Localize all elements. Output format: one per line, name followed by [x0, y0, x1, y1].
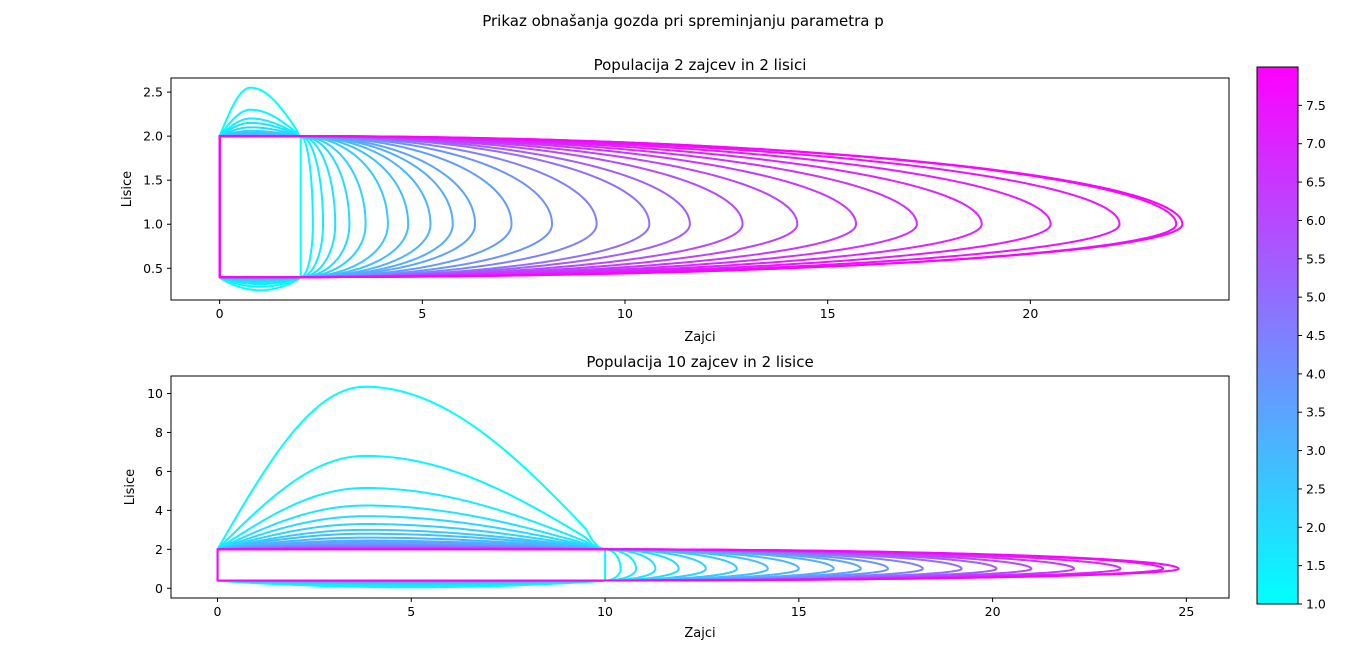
orbit-curve — [218, 135, 454, 279]
orbit-curve — [218, 135, 1184, 279]
colorbar-tick-label: 1.0 — [1306, 597, 1326, 612]
colorbar-tick-label: 5.0 — [1306, 290, 1326, 305]
y-axis-label-bottom: Lisice — [123, 469, 138, 505]
y-tick-label-top: 1.5 — [143, 173, 163, 188]
orbit-curve — [218, 108, 314, 288]
y-tick-label-top: 2.0 — [143, 129, 163, 144]
y-tick-label-bottom: 8 — [155, 425, 163, 440]
x-tick-label-top: 20 — [1022, 306, 1038, 321]
colorbar-tick-label: 6.5 — [1306, 175, 1326, 190]
x-tick-label-bottom: 0 — [214, 604, 222, 619]
x-tick-label-bottom: 20 — [985, 604, 1001, 619]
orbit-curve — [216, 385, 607, 589]
colorbar-tick-label: 5.5 — [1306, 251, 1326, 266]
orbit-curve — [218, 126, 351, 282]
plot-frame-bottom — [170, 375, 1230, 599]
y-tick-label-bottom: 0 — [155, 581, 163, 596]
colorbar-tick-label: 4.5 — [1306, 328, 1326, 343]
colorbar-tick-label: 1.5 — [1306, 558, 1326, 573]
x-tick-label-bottom: 15 — [791, 604, 807, 619]
curves-bottom — [216, 385, 1180, 589]
colorbar-tick-label: 4.0 — [1306, 366, 1326, 381]
x-tick-label-top: 15 — [820, 306, 836, 321]
orbit-curve — [218, 117, 325, 286]
orbit-curve — [218, 121, 337, 284]
orbit-curve — [218, 135, 513, 279]
colorbar-tick-label: 7.0 — [1306, 136, 1326, 151]
chart-panel-bottom: Populacija 10 zajcev in 2 lisice 0 5 10 15 2… — [123, 353, 1230, 641]
y-tick-label-top: 2.5 — [143, 85, 163, 100]
orbit-curve — [216, 548, 1180, 582]
x-tick-label-bottom: 10 — [597, 604, 613, 619]
axis-ticks-top: 0 5 10 15 20 0.5 1.0 1.5 2.0 2.5 — [143, 85, 1038, 321]
colorbar-tick-label: 7.5 — [1306, 98, 1326, 113]
orbit-curve — [218, 129, 367, 281]
orbit-curve — [218, 135, 799, 279]
x-axis-label-top: Zajci — [684, 330, 715, 345]
orbit-curve — [218, 135, 1052, 279]
orbit-curve — [218, 131, 389, 280]
orbit-curve — [216, 454, 622, 588]
colorbar-tick-label: 2.0 — [1306, 520, 1326, 535]
y-tick-label-bottom: 4 — [155, 503, 163, 518]
x-tick-label-top: 0 — [216, 306, 224, 321]
x-tick-label-bottom: 5 — [407, 604, 415, 619]
colorbar-tick-label: 3.0 — [1306, 443, 1326, 458]
y-tick-label-bottom: 2 — [155, 542, 163, 557]
colorbar-tick-label: 6.0 — [1306, 213, 1326, 228]
figure-suptitle: Prikaz obnašanja gozda pri spreminjanju … — [482, 12, 884, 30]
colorbar: 1.0 1.5 2.0 2.5 3.0 3.5 4.0 4.5 5.0 5.5 6.0 6.5 7.0 7… — [1256, 66, 1326, 612]
colorbar-tick-label: 2.5 — [1306, 481, 1326, 496]
colorbar-gradient — [1256, 66, 1299, 605]
colorbar-ticks: 1.0 1.5 2.0 2.5 3.0 3.5 4.0 4.5 5.0 5.5 6.0 6.5 7.0 7… — [1298, 98, 1326, 612]
plot-frame-top — [170, 77, 1230, 301]
orbit-curve — [218, 135, 598, 279]
orbit-curve — [218, 135, 1121, 279]
chart-title-top: Populacija 2 zajcev in 2 lisici — [594, 56, 807, 74]
axis-ticks-bottom: 0 5 10 15 20 25 0 2 4 6 8 10 — [147, 386, 1194, 619]
x-axis-label-bottom: Zajci — [684, 626, 715, 641]
curves-top — [218, 86, 1184, 292]
orbit-curve — [218, 135, 918, 279]
chart-panel-top: Populacija 2 zajcev in 2 lisici 0 5 10 15 20… — [120, 56, 1230, 345]
y-axis-label-top: Lisice — [120, 171, 135, 207]
x-tick-label-bottom: 25 — [1178, 604, 1194, 619]
y-tick-label-top: 0.5 — [143, 261, 163, 276]
y-tick-label-bottom: 10 — [147, 386, 163, 401]
y-tick-label-top: 1.0 — [143, 217, 163, 232]
y-tick-label-bottom: 6 — [155, 464, 163, 479]
x-tick-label-top: 5 — [418, 306, 426, 321]
orbit-curve — [218, 86, 302, 292]
x-tick-label-top: 10 — [617, 306, 633, 321]
colorbar-tick-label: 3.5 — [1306, 405, 1326, 420]
chart-title-bottom: Populacija 10 zajcev in 2 lisice — [586, 353, 813, 371]
